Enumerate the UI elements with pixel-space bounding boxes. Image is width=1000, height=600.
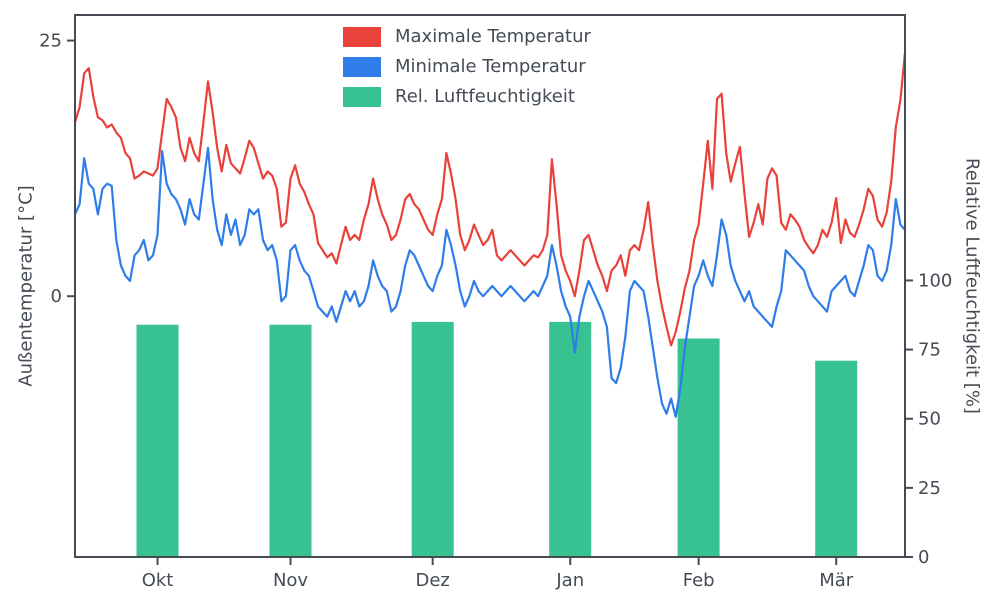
right-tick-label: 0 bbox=[918, 547, 929, 568]
x-tick-label: Okt bbox=[142, 570, 174, 591]
humidity-swatch-icon bbox=[343, 86, 381, 107]
x-tick-label: Mär bbox=[819, 570, 854, 591]
legend-item-humidity: Rel. Luftfeuchtigkeit bbox=[343, 86, 591, 107]
max-temp-swatch-icon bbox=[343, 26, 381, 47]
humidity-bar bbox=[136, 324, 179, 557]
min-temp-swatch-icon bbox=[343, 56, 381, 77]
left-axis-label: Außentemperatur [°C] bbox=[15, 185, 37, 387]
max-temp-line bbox=[73, 51, 907, 347]
x-tick-label: Jan bbox=[555, 570, 584, 591]
plot-frame bbox=[74, 14, 906, 558]
x-tick-label: Dez bbox=[415, 570, 449, 591]
right-tick-label: 75 bbox=[918, 340, 941, 361]
legend: Maximale Temperatur Minimale Temperatur … bbox=[343, 26, 591, 107]
left-tick-label: 25 bbox=[39, 31, 62, 52]
humidity-bar bbox=[411, 321, 454, 557]
x-tick-label: Feb bbox=[683, 570, 715, 591]
left-tick-label: 0 bbox=[51, 286, 62, 307]
legend-label-max-temp: Maximale Temperatur bbox=[395, 26, 591, 47]
legend-label-humidity: Rel. Luftfeuchtigkeit bbox=[395, 86, 575, 107]
right-tick-label: 25 bbox=[918, 478, 941, 499]
min-temp-line bbox=[73, 146, 907, 418]
legend-item-min-temp: Minimale Temperatur bbox=[343, 56, 591, 77]
humidity-bar bbox=[549, 321, 592, 557]
x-tick-label: Nov bbox=[273, 570, 308, 591]
humidity-bar bbox=[677, 338, 720, 557]
legend-label-min-temp: Minimale Temperatur bbox=[395, 56, 586, 77]
right-axis-label: Relative Luftfeuchtigkeit [%] bbox=[961, 158, 983, 414]
right-tick-label: 50 bbox=[918, 409, 941, 430]
humidity-bar bbox=[269, 324, 312, 557]
legend-item-max-temp: Maximale Temperatur bbox=[343, 26, 591, 47]
right-tick-label: 100 bbox=[918, 270, 952, 291]
humidity-bar bbox=[815, 360, 858, 557]
